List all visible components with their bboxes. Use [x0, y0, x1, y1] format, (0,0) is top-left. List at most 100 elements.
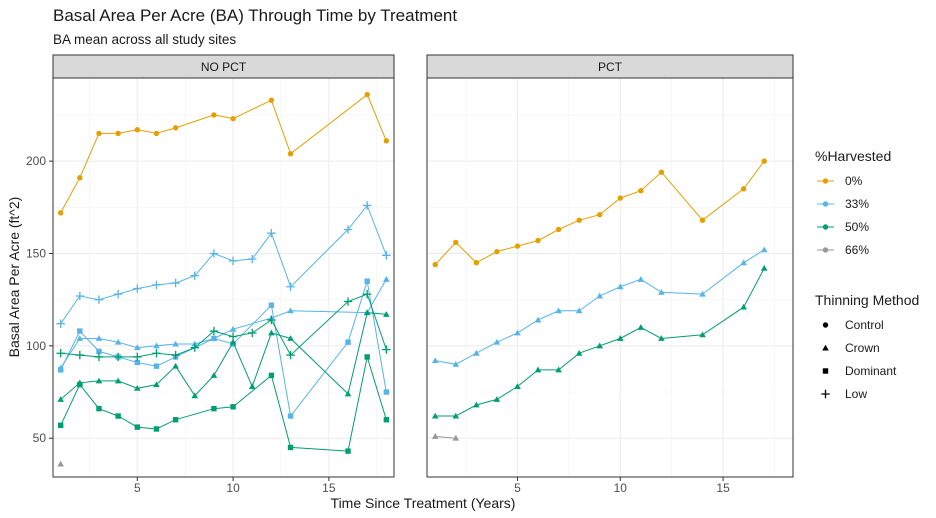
data-point: [364, 278, 370, 284]
data-point: [96, 348, 102, 355]
data-point: [248, 328, 257, 338]
data-point: [152, 349, 161, 358]
data-point: [658, 335, 665, 341]
legend-color-item: 0%: [817, 174, 863, 188]
x-tick-label: 5: [134, 481, 141, 495]
series-line: [435, 435, 456, 439]
legend-key-point: [822, 247, 829, 253]
legend-shape-label: Dominant: [845, 364, 897, 378]
data-point: [211, 335, 217, 342]
legend-color-item: 50%: [817, 220, 869, 234]
data-point: [453, 239, 459, 246]
series-line: [60, 204, 387, 324]
data-point: [94, 295, 104, 304]
series-33pct-crown: [57, 276, 390, 371]
x-tick-label: 15: [716, 481, 730, 495]
data-point: [638, 187, 644, 194]
data-point: [287, 307, 294, 314]
data-point: [493, 338, 501, 345]
data-point: [133, 385, 141, 391]
data-point: [57, 367, 64, 373]
data-point: [344, 390, 352, 397]
data-point: [699, 290, 706, 297]
data-point: [153, 426, 160, 432]
data-point: [364, 354, 370, 360]
data-point: [95, 377, 103, 384]
data-point: [575, 307, 583, 314]
data-point: [616, 283, 624, 290]
legend-shape-item: Crown: [822, 341, 880, 355]
legend-shape-title: Thinning Method: [815, 292, 919, 308]
data-point: [75, 291, 85, 301]
data-point: [363, 309, 371, 316]
data-point: [432, 261, 438, 268]
series-pct: [431, 158, 768, 441]
data-point: [534, 366, 542, 373]
data-point: [211, 112, 217, 118]
data-point: [171, 278, 180, 288]
data-point: [382, 345, 391, 354]
panel-no-pct: NO PCT 5 10 15: [52, 54, 395, 495]
series-line: [60, 356, 387, 452]
data-point: [134, 424, 140, 430]
plot-area-pct: [427, 78, 793, 477]
data-point: [740, 303, 747, 310]
legend-shape-label: Low: [845, 387, 867, 401]
data-point: [575, 349, 583, 356]
x-tick-label: 15: [322, 481, 336, 495]
series-line: [60, 279, 387, 369]
data-point: [57, 460, 64, 467]
data-point: [597, 211, 603, 218]
legend-color-label: 33%: [845, 197, 869, 211]
data-point: [56, 349, 65, 358]
x-axis-title: Time Since Treatment (Years): [331, 495, 516, 511]
series-line: [60, 293, 387, 358]
legend-key-point: [822, 201, 829, 207]
series-33pct-low: [56, 201, 391, 328]
data-point: [514, 243, 521, 249]
data-point: [77, 175, 83, 181]
legend-color-label: 0%: [845, 174, 863, 188]
plot-border-no-pct: [52, 77, 395, 478]
data-point: [113, 289, 123, 299]
data-point: [760, 264, 768, 271]
data-point: [268, 329, 275, 336]
data-point: [172, 362, 179, 369]
data-point: [514, 329, 521, 336]
grid-pct: [427, 78, 793, 477]
data-point: [383, 311, 390, 317]
series-50pct-dominant: [57, 354, 390, 454]
data-point: [209, 326, 219, 336]
data-point: [96, 130, 102, 137]
legend: %Harvested 0% 33% 50% 66% Thinning Method C…: [815, 148, 919, 401]
data-point: [287, 413, 294, 419]
legend-key-point: [822, 224, 829, 230]
plot-border-pct: [426, 77, 794, 478]
legend-color-label: 66%: [845, 243, 869, 257]
x-tick-label: 10: [226, 481, 240, 495]
x-ticks-no-pct: 5 10 15: [134, 477, 336, 495]
data-point: [171, 350, 180, 360]
data-point: [431, 433, 439, 439]
y-tick-label: 150: [26, 246, 46, 260]
legend-key-shape: [822, 344, 829, 351]
legend-color-title: %Harvested: [815, 148, 891, 164]
data-point: [230, 404, 236, 410]
data-point: [514, 383, 521, 389]
data-point: [75, 350, 85, 360]
data-point: [133, 344, 141, 351]
data-point: [383, 417, 390, 423]
data-point: [452, 434, 460, 441]
data-point: [133, 352, 142, 362]
data-point: [364, 91, 370, 98]
data-point: [494, 248, 500, 255]
series-33pct-crown: [431, 246, 768, 367]
series-66pct-crown: [431, 433, 460, 441]
data-point: [172, 417, 179, 423]
data-point: [362, 201, 372, 210]
data-point: [229, 325, 237, 332]
y-tick-label: 200: [26, 154, 46, 168]
y-tick-label: 50: [33, 431, 47, 445]
data-point: [228, 256, 238, 266]
